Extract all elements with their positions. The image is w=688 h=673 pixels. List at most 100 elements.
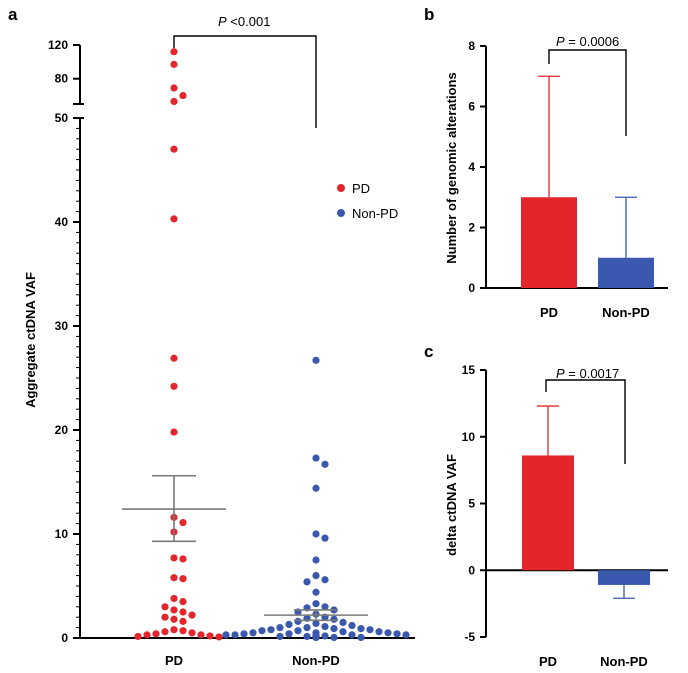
y-tick-label: 10 xyxy=(462,430,476,444)
nonpd-point xyxy=(312,484,320,492)
pd-point xyxy=(179,608,187,616)
panel-b-category-pd: PD xyxy=(540,305,558,320)
pd-point xyxy=(170,60,178,68)
y-tick-label: -5 xyxy=(464,630,475,644)
pd-point xyxy=(161,628,169,636)
pd-point xyxy=(179,598,187,606)
legend-label-nonpd: Non-PD xyxy=(352,206,398,221)
panel-a-tick-label: 20 xyxy=(55,423,69,437)
pd-point xyxy=(170,48,178,56)
pd-point xyxy=(179,518,187,527)
pd-point xyxy=(170,382,178,390)
panel-label-b: b xyxy=(424,5,434,24)
pd-point xyxy=(170,606,178,614)
panel-a-y-axis xyxy=(73,45,415,639)
y-tick-label: 2 xyxy=(468,221,475,235)
nonpd-point xyxy=(312,600,320,608)
panel-a-tick-label: 10 xyxy=(55,527,69,541)
pd-point xyxy=(170,354,178,362)
panel-a-error-bars xyxy=(122,474,368,622)
nonpd-point xyxy=(321,603,329,611)
panel-a-significance-bracket xyxy=(173,35,317,128)
panel-a-category-pd: PD xyxy=(165,653,183,668)
pd-point xyxy=(170,594,178,603)
panel-c-p-value: P = 0.0017 xyxy=(556,366,619,381)
nonpd-point xyxy=(384,629,392,637)
pd-point xyxy=(170,215,178,223)
panel-c-chart: delta ctDNA VAF -5 0 5 10 15 PD Non-PD P = 0… xyxy=(444,363,668,669)
legend-label-pd: PD xyxy=(352,181,370,196)
pd-point xyxy=(161,613,169,621)
pd-point xyxy=(215,633,223,641)
nonpd-point xyxy=(222,631,230,639)
pd-point xyxy=(161,603,169,611)
panel-a-y-axis-label: Aggregate ctDNA VAF xyxy=(23,272,38,408)
panel-a-tick-label: 50 xyxy=(55,111,69,125)
legend-marker-pd xyxy=(337,184,345,192)
nonpd-bar xyxy=(598,257,654,288)
panel-a-tick-label: 120 xyxy=(48,38,68,52)
panel-b-y-axis-label: Number of genomic alterations xyxy=(444,72,459,263)
nonpd-point xyxy=(312,572,320,580)
nonpd-point xyxy=(303,624,311,632)
nonpd-point xyxy=(312,619,320,628)
pd-point xyxy=(170,626,178,634)
y-tick-label: 4 xyxy=(468,160,475,174)
nonpd-point xyxy=(321,460,329,468)
panel-a-tick-label: 80 xyxy=(55,72,69,86)
nonpd-point xyxy=(276,624,284,632)
pd-point xyxy=(134,632,142,641)
pd-point xyxy=(170,615,178,623)
nonpd-point xyxy=(330,625,338,633)
panel-c-bars xyxy=(522,405,650,599)
nonpd-point xyxy=(321,632,329,640)
panel-c-y-axis-label: delta ctDNA VAF xyxy=(444,454,459,556)
nonpd-bar xyxy=(598,570,650,585)
pd-point xyxy=(179,91,187,100)
nonpd-point xyxy=(312,633,320,642)
panel-a-tick-label: 0 xyxy=(61,631,68,645)
nonpd-point xyxy=(357,625,365,633)
nonpd-point xyxy=(366,626,374,634)
nonpd-point xyxy=(402,631,410,639)
nonpd-point xyxy=(312,454,320,462)
nonpd-point xyxy=(303,578,311,586)
panel-b-chart: Number of genomic alterations 0 2 4 6 8 PD N… xyxy=(444,34,668,320)
nonpd-point xyxy=(294,627,302,635)
panel-b-significance-bracket xyxy=(548,49,627,136)
panel-a-y-ticks: 0 10 20 30 40 50 80 120 xyxy=(48,38,80,645)
pd-point xyxy=(170,574,178,582)
panel-b-category-nonpd: Non-PD xyxy=(602,305,650,320)
pd-point xyxy=(197,631,205,639)
nonpd-point xyxy=(348,631,356,639)
pd-point xyxy=(170,428,178,436)
pd-point xyxy=(170,554,178,562)
pd-point xyxy=(179,555,187,563)
pd-point xyxy=(170,84,178,92)
nonpd-point xyxy=(240,630,248,638)
pd-point xyxy=(179,575,187,583)
pd-point xyxy=(170,97,178,106)
nonpd-point xyxy=(258,627,266,635)
y-tick-label: 0 xyxy=(468,563,475,577)
panel-a-category-nonpd: Non-PD xyxy=(292,653,340,668)
panel-a-p-value: P <0.001 xyxy=(218,14,270,29)
panel-b-bars xyxy=(521,75,654,288)
pd-point xyxy=(179,627,187,635)
y-tick-label: 5 xyxy=(468,497,475,511)
pd-point xyxy=(206,632,214,640)
nonpd-point xyxy=(357,633,365,642)
panel-c-significance-bracket xyxy=(545,379,626,464)
nonpd-point xyxy=(321,576,329,584)
nonpd-point xyxy=(348,621,356,630)
nonpd-point xyxy=(249,629,257,637)
nonpd-point xyxy=(339,628,347,636)
nonpd-point xyxy=(375,628,383,636)
panel-a-tick-label: 40 xyxy=(55,215,69,229)
nonpd-point xyxy=(312,588,320,596)
nonpd-point xyxy=(285,630,293,638)
nonpd-point xyxy=(330,633,338,642)
nonpd-point xyxy=(267,626,275,634)
